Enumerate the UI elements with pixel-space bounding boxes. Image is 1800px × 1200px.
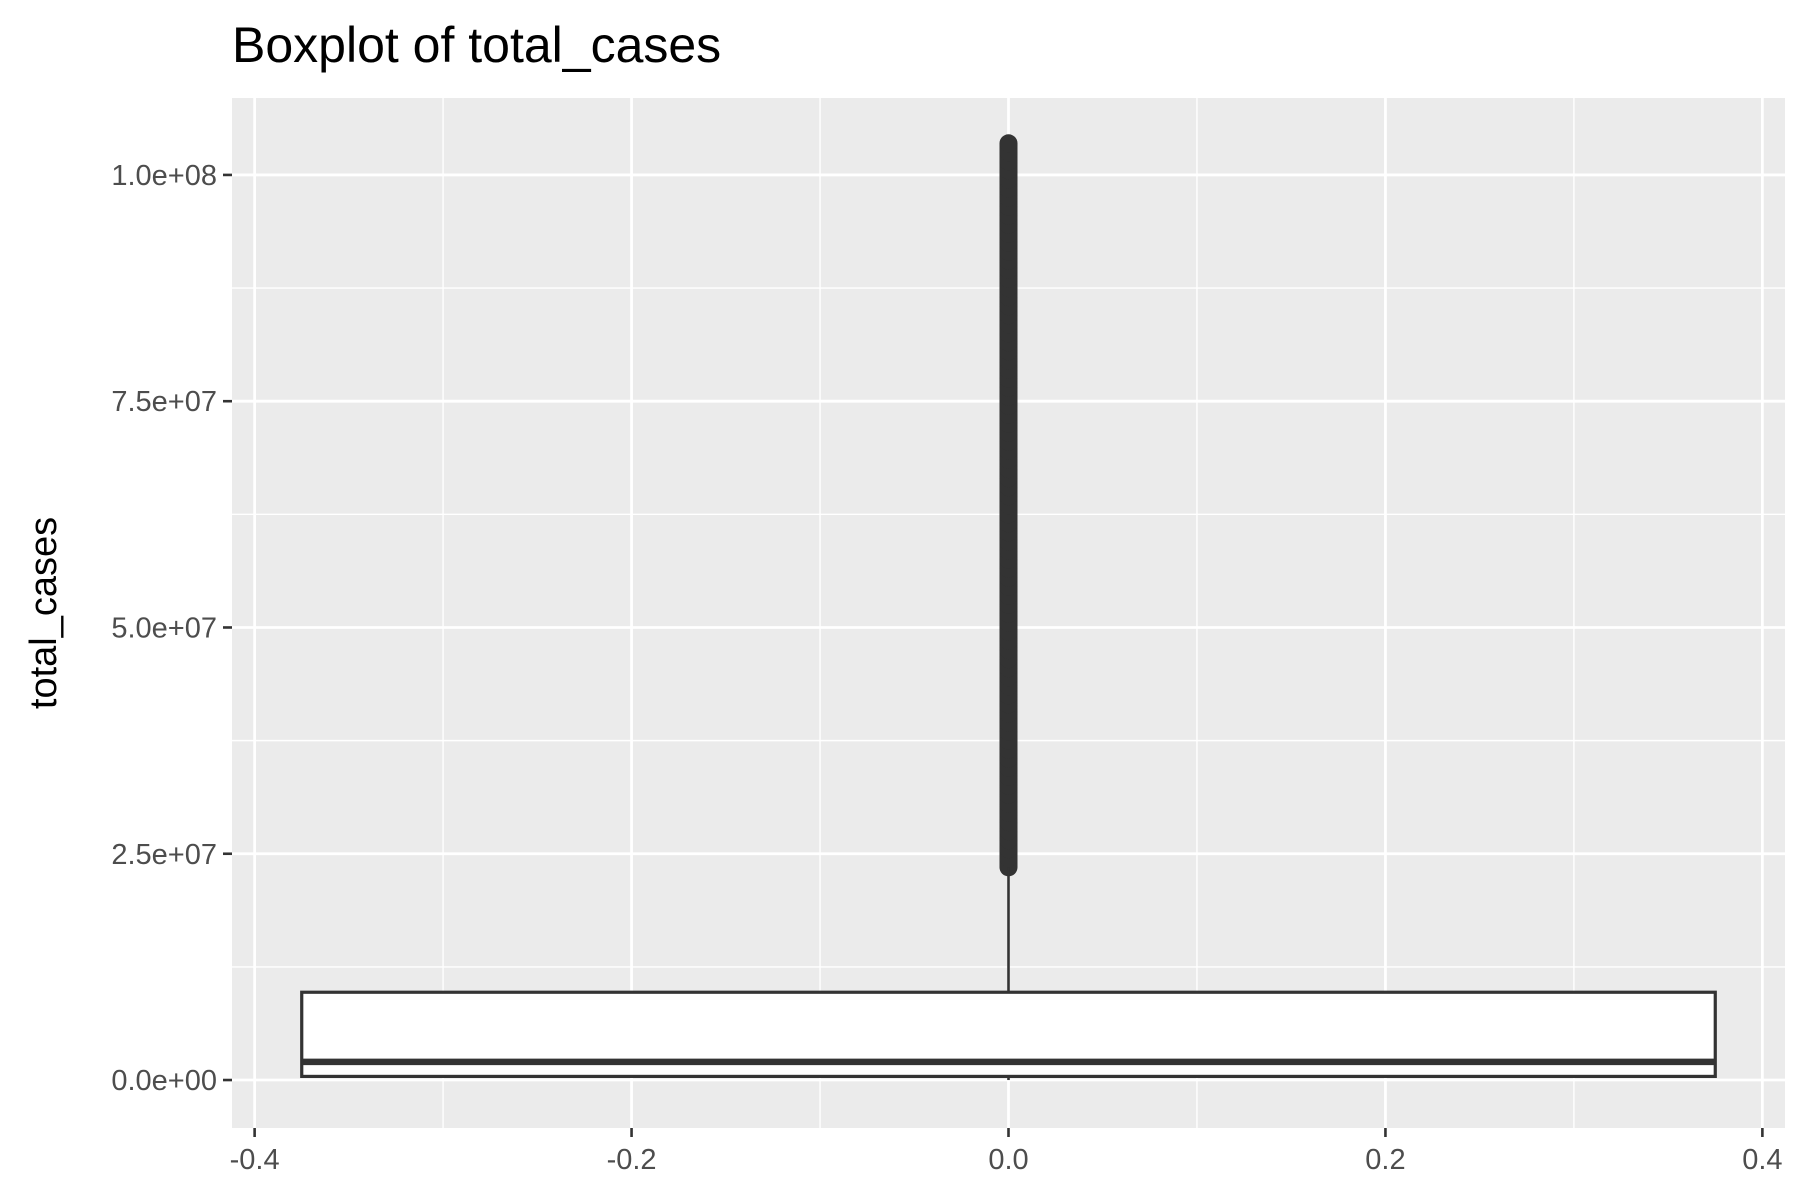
y-tick-label: 2.5e+07 xyxy=(111,839,217,871)
y-tick-label: 0.0e+00 xyxy=(111,1065,217,1097)
x-tick-label: -0.4 xyxy=(230,1144,280,1176)
outlier-points xyxy=(999,134,1018,877)
y-tick-label: 7.5e+07 xyxy=(111,386,217,418)
box xyxy=(300,867,1717,1081)
x-tick-label: 0.0 xyxy=(988,1144,1028,1176)
y-tick-label: 1.0e+08 xyxy=(111,160,217,192)
chart-title: Boxplot of total_cases xyxy=(232,17,721,73)
x-tick-label: 0.4 xyxy=(1742,1144,1782,1176)
y-axis-title: total_cases xyxy=(23,517,65,709)
outlier-point xyxy=(999,134,1018,153)
y-tick-label: 5.0e+07 xyxy=(111,612,217,644)
x-tick-label: 0.2 xyxy=(1365,1144,1405,1176)
x-axis: -0.4 -0.2 0.0 0.2 0.4 xyxy=(230,1128,1783,1176)
x-tick-label: -0.2 xyxy=(607,1144,657,1176)
y-axis: 0.0e+00 2.5e+07 5.0e+07 7.5e+07 1.0e+08 xyxy=(111,160,232,1097)
